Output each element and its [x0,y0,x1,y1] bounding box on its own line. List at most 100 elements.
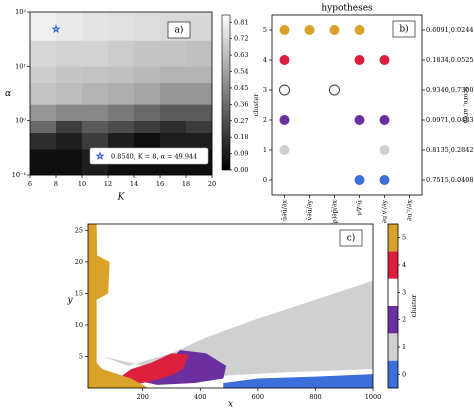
cluster-region [113,353,189,387]
cluster-dot [354,25,365,35]
x-tick-label: 1000 [365,393,382,401]
cluster-dot [279,55,290,65]
colorbar-tick-label: 0.72 [234,35,248,43]
colorbar-tick-label: 1 [402,343,406,351]
cluster-dot [379,55,390,65]
colorbar [221,14,231,171]
heatmap-cell [30,120,57,134]
heatmap-cell [134,104,161,121]
legend-label: 0.8540, K = 8, α = 49.944 [111,153,197,161]
y2-tick-label: 0.1834,0.0525 [426,56,474,64]
heatmap-cell [30,132,57,150]
x-tick-label: v̄∂ū/∂y [306,200,314,222]
heatmap-cell [30,104,57,121]
colorbar-tick-label: 5 [402,234,406,242]
heatmap-cell [160,40,187,67]
heatmap-cell [30,40,57,67]
heatmap-cell [108,40,135,67]
cluster-dot [279,145,290,155]
cluster-dot [379,115,390,125]
heatmap-cell [56,66,83,83]
heatmap-cell [56,40,83,67]
heatmap-cell [82,82,109,105]
panel-label: b) [399,24,408,35]
panel-label-box [167,21,191,39]
y-tick-label: 2 [263,116,267,124]
colorbar-tick-label: 0.09 [234,150,248,158]
heatmap-cell [186,120,213,134]
y-axis-label: y [66,296,73,306]
heatmap-cell [56,82,83,105]
colorbar-tick-label: 0 [402,370,406,378]
heatmap-cell [134,82,161,105]
y-tick-label: 1 [263,146,267,154]
heatmap-cell [134,120,161,134]
colorbar-label: cluster [410,294,418,318]
cluster-dot [379,145,390,155]
y-tick-label: 5 [79,352,83,360]
heatmap-cell [30,149,57,176]
y2-tick-label: 0.0971,0.0483 [426,116,474,124]
y2-tick-label: 0.8135,0.2842 [426,146,474,154]
colorbar-tick-label: 0.81 [234,18,248,26]
y-tick-label: 10² [15,8,26,16]
x-tick-label: ν∇²ū [356,200,364,215]
y-tick-label: 10⁰ [15,117,26,125]
heatmap-cell [160,82,187,105]
colorbar-segment [388,306,398,334]
y2-axis-label: score, area [462,87,470,124]
heatmap-cell [82,12,109,41]
x-tick-label: (1/ρ)∂p̄/∂x [331,200,339,232]
cluster-dot [279,84,290,96]
cluster-dot [379,175,390,185]
heatmap-cell [56,12,83,41]
heatmap-cell [134,40,161,67]
heatmap-cell [160,132,187,150]
x-tick-label: 18 [182,180,190,188]
heatmap-cell [108,104,135,121]
heatmap-cell [82,66,109,83]
heatmap-cell [108,132,135,150]
y-tick-label: 10¹ [15,62,26,70]
colorbar-segment [388,360,398,388]
y-tick-label: 25 [75,226,83,234]
colorbar-tick-label: 0.00 [234,166,248,174]
heatmap-cell [186,132,213,150]
best-marker: ☆ [52,25,60,35]
heatmap-cell [108,66,135,83]
chart-title: hypotheses [321,4,373,14]
colorbar-tick-label: 0.27 [234,117,248,125]
heatmap-cell [134,66,161,83]
y2-tick-label: 0.6091,0.0244 [426,26,474,34]
cluster-dot [279,115,290,125]
colorbar-tick-label: 0.54 [234,68,248,76]
colorbar-segment [388,278,398,306]
x-tick-label: 800 [309,393,321,401]
heatmap-cell [82,120,109,134]
colorbar-segment [388,333,398,361]
y-tick-label: 15 [75,289,83,297]
heatmap-cell [56,104,83,121]
colorbar-tick-label: 0.45 [234,84,248,92]
plot-frame [271,14,423,196]
heatmap-cell [186,40,213,67]
cluster-dot [329,84,340,96]
x-tick-label: 12 [104,180,112,188]
heatmap-cell [186,12,213,41]
panel-label-box [392,20,416,38]
heatmap-cell [82,104,109,121]
colorbar-tick-label: 2 [402,316,406,324]
colorbar-frame [387,223,399,389]
y-tick-label: 5 [263,26,267,34]
heatmap-cell [30,12,57,41]
colorbar-tick-label: 0.18 [234,133,248,141]
x-tick-label: 8 [54,180,58,188]
x-tick-label: 14 [130,180,138,188]
heatmap-cell [186,82,213,105]
panel-label: a) [175,25,184,36]
heatmap-cell [160,120,187,134]
x-axis-label: x [228,400,233,410]
x-axis-label: K [117,193,126,203]
legend-marker: ☆ [96,152,104,162]
y2-tick-label: 0.7515,0.0408 [426,176,474,184]
